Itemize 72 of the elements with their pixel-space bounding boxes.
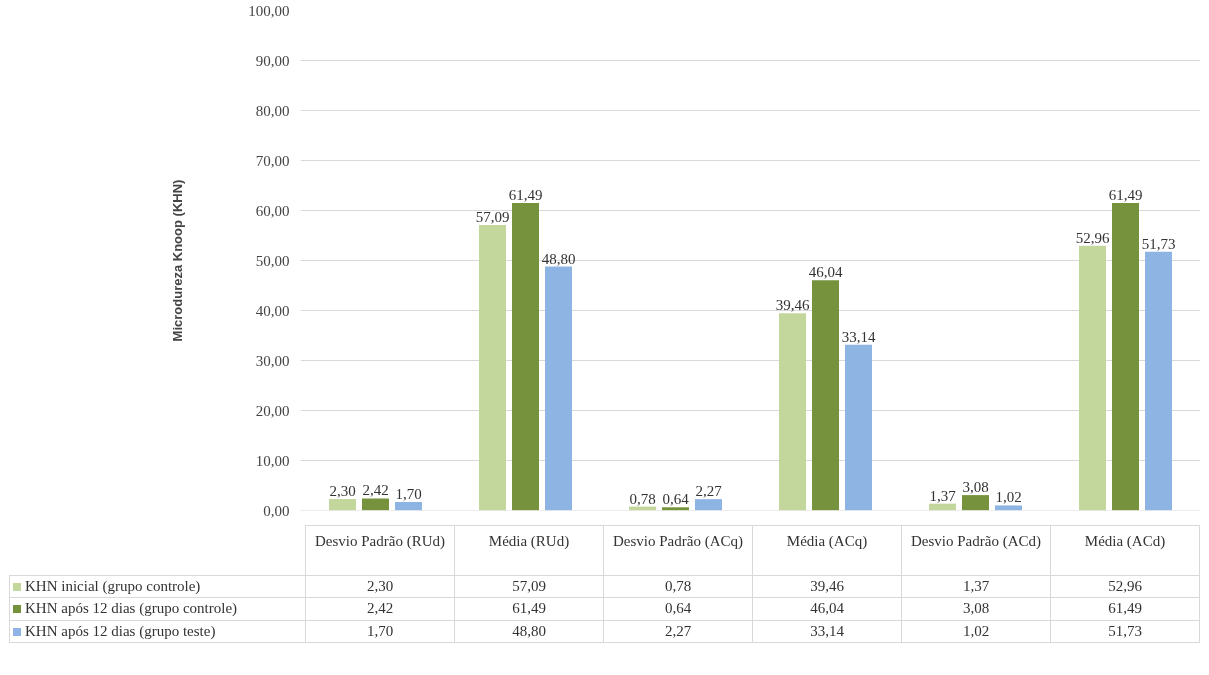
legend-label: KHN após 12 dias (grupo controle): [9, 597, 306, 621]
data-label: 2,30: [305, 575, 455, 598]
y-tick-label: 30,00: [255, 352, 290, 369]
bar: [395, 502, 422, 511]
legend-label: KHN inicial (grupo controle): [9, 575, 306, 598]
y-tick-label: 80,00: [255, 102, 290, 119]
text: 39,46: [775, 297, 810, 314]
data-label: 39,46: [752, 575, 902, 598]
y-tick-label: 20,00: [255, 402, 290, 419]
text: 0,78: [629, 490, 656, 507]
text: 52,96: [1075, 229, 1110, 246]
text: 2,27: [695, 483, 722, 500]
text: 2,30: [329, 483, 356, 499]
data-label: 57,09: [454, 575, 604, 598]
text: 48,80: [541, 250, 576, 267]
data-label: 0,78: [603, 575, 753, 598]
text: 3,08: [962, 479, 989, 496]
y-tick-label: 100,00: [248, 2, 290, 19]
bar: [845, 344, 872, 511]
data-label: 51,73: [1050, 620, 1200, 643]
text: 61,49: [1108, 187, 1143, 204]
bar: [1145, 251, 1172, 511]
data-label: 1,70: [305, 620, 455, 643]
x-tick-label: Desvio Padrão (ACd): [901, 525, 1051, 576]
data-label: 1,37: [901, 575, 1051, 598]
bar: [695, 499, 722, 511]
y-tick-label: 90,00: [255, 52, 290, 69]
bar: [545, 266, 572, 511]
text: 57,09: [475, 209, 510, 226]
x-tick-label: Desvio Padrão (RUd): [305, 525, 455, 576]
bar: [962, 495, 989, 511]
data-label: 61,49: [1050, 597, 1200, 621]
x-tick-label: Desvio Padrão (ACq): [603, 525, 753, 576]
data-label: 33,14: [752, 620, 902, 643]
data-label: 1,02: [901, 620, 1051, 643]
y-tick-label: 70,00: [255, 152, 290, 169]
data-label: 0,64: [603, 597, 753, 621]
data-label: 48,80: [454, 620, 604, 643]
data-label: 61,49: [454, 597, 604, 621]
bar: [1079, 245, 1106, 511]
text: 61,49: [508, 187, 543, 204]
y-tick-label: 40,00: [255, 302, 290, 319]
bar: [329, 499, 356, 511]
text: 51,73: [1141, 235, 1176, 252]
x-tick-label: Média (ACd): [1050, 525, 1200, 576]
x-tick-label: Média (RUd): [454, 525, 604, 576]
legend-label: KHN após 12 dias (grupo teste): [9, 620, 306, 643]
bar: [479, 225, 506, 511]
data-label: 2,42: [305, 597, 455, 621]
text: 0,64: [662, 491, 689, 508]
data-label: 2,27: [603, 620, 753, 643]
bar: [512, 203, 539, 511]
x-tick-label: Média (ACq): [752, 525, 902, 576]
bar: [812, 280, 839, 511]
y-tick-label: 60,00: [255, 202, 290, 219]
y-tick-label: 10,00: [255, 452, 290, 469]
y-axis-title: Microdureza Knoop (KHN): [170, 179, 186, 342]
text: 1,37: [929, 487, 956, 504]
bar: [1112, 203, 1139, 511]
text: 1,02: [995, 489, 1022, 506]
bar: [779, 313, 806, 511]
y-tick-label: 0,00: [263, 502, 290, 519]
text: 1,70: [395, 486, 422, 502]
data-label: 52,96: [1050, 575, 1200, 598]
text: 46,04: [808, 264, 843, 281]
data-label: 46,04: [752, 597, 902, 621]
bar: [362, 498, 389, 511]
text: 2,42: [362, 482, 389, 499]
data-label: 3,08: [901, 597, 1051, 621]
text: 33,14: [841, 328, 876, 345]
bar: [995, 505, 1022, 511]
y-tick-label: 50,00: [255, 252, 290, 269]
